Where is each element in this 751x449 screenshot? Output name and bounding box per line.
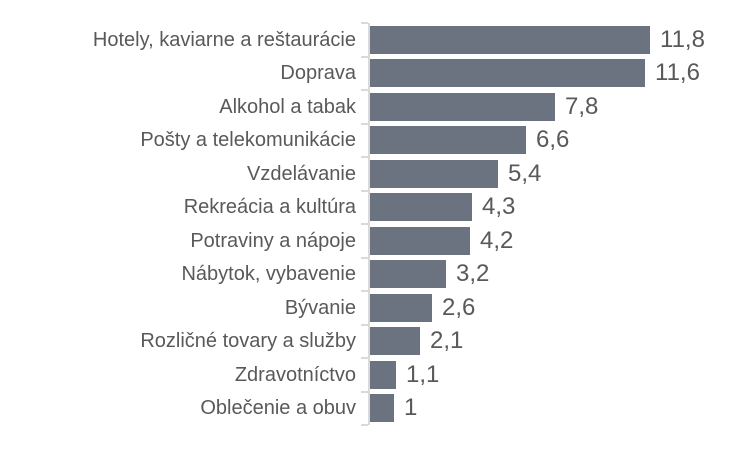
category-label: Alkohol a tabak	[219, 95, 356, 118]
axis-tick	[361, 256, 368, 259]
value-label: 6,6	[536, 126, 570, 154]
category-label: Rekreácia a kultúra	[183, 196, 356, 219]
category-axis-line	[368, 23, 370, 425]
category-label: Potraviny a nápoje	[190, 229, 356, 252]
axis-tick	[361, 357, 368, 359]
category-label: Pošty a telekomunikácie	[140, 129, 356, 152]
chart-row: Alkohol a tabak 7,8	[0, 90, 751, 124]
category-label: Rozličné tovary a služby	[140, 330, 356, 353]
axis-tick	[361, 189, 368, 192]
chart-row: Rozličné tovary a služby 2,1	[0, 325, 751, 359]
bar-track: 5,4	[370, 159, 751, 188]
bar	[370, 360, 396, 389]
axis-tick	[361, 323, 368, 326]
chart-row: Nábytok, vybavenie 3,2	[0, 258, 751, 292]
axis-tick	[361, 223, 368, 225]
bar-track: 11,8	[370, 25, 751, 54]
axis-tick	[361, 424, 368, 426]
axis-tick	[361, 290, 368, 292]
bar	[370, 193, 472, 222]
bar	[370, 394, 394, 423]
chart-row: Zdravotníctvo 1,1	[0, 358, 751, 392]
value-label: 1,1	[406, 360, 440, 388]
chart-row: Potraviny a nápoje 4,2	[0, 224, 751, 258]
category-label: Nábytok, vybavenie	[181, 263, 356, 286]
bar	[370, 59, 645, 88]
value-label: 1	[404, 394, 418, 422]
value-label: 11,6	[655, 59, 700, 87]
bar	[370, 226, 470, 255]
value-label: 4,2	[480, 226, 514, 254]
bar-track: 2,1	[370, 327, 751, 356]
bar	[370, 126, 526, 155]
bar	[370, 260, 446, 289]
bar-track: 2,6	[370, 293, 751, 322]
chart-row: Vzdelávanie 5,4	[0, 157, 751, 191]
value-label: 2,6	[442, 293, 476, 321]
bar-chart-rows: Hotely, kaviarne a reštaurácie 11,8 Dopr…	[0, 23, 751, 425]
axis-tick	[361, 390, 368, 393]
bar	[370, 159, 498, 188]
category-label: Hotely, kaviarne a reštaurácie	[92, 28, 356, 51]
category-label: Oblečenie a obuv	[200, 397, 356, 420]
value-label: 4,3	[482, 193, 516, 221]
bar	[370, 25, 650, 54]
bar	[370, 327, 420, 356]
bar-track: 11,6	[370, 59, 751, 88]
value-label: 3,2	[456, 260, 490, 288]
bar-track: 1,1	[370, 360, 751, 389]
category-label: Zdravotníctvo	[234, 363, 356, 386]
bar-track: 3,2	[370, 260, 751, 289]
value-label: 5,4	[508, 159, 542, 187]
bar-track: 7,8	[370, 92, 751, 121]
value-label: 7,8	[565, 92, 599, 120]
category-label: Doprava	[280, 62, 356, 85]
bar	[370, 293, 432, 322]
value-label: 2,1	[430, 327, 464, 355]
axis-tick	[361, 122, 368, 125]
axis-tick	[361, 156, 368, 158]
bar-track: 6,6	[370, 126, 751, 155]
category-label: Bývanie	[284, 296, 356, 319]
chart-row: Bývanie 2,6	[0, 291, 751, 325]
bar-track: 4,3	[370, 193, 751, 222]
value-label: 11,8	[660, 25, 705, 53]
chart-row: Hotely, kaviarne a reštaurácie 11,8	[0, 23, 751, 57]
axis-tick	[361, 55, 368, 58]
axis-tick	[361, 89, 368, 91]
bar-track: 1	[370, 394, 751, 423]
category-label: Vzdelávanie	[247, 162, 356, 185]
chart-row: Rekreácia a kultúra 4,3	[0, 191, 751, 225]
bar-track: 4,2	[370, 226, 751, 255]
axis-tick	[361, 22, 368, 24]
bar	[370, 92, 555, 121]
chart-row: Pošty a telekomunikácie 6,6	[0, 124, 751, 158]
chart-row: Oblečenie a obuv 1	[0, 392, 751, 426]
chart-row: Doprava 11,6	[0, 57, 751, 91]
